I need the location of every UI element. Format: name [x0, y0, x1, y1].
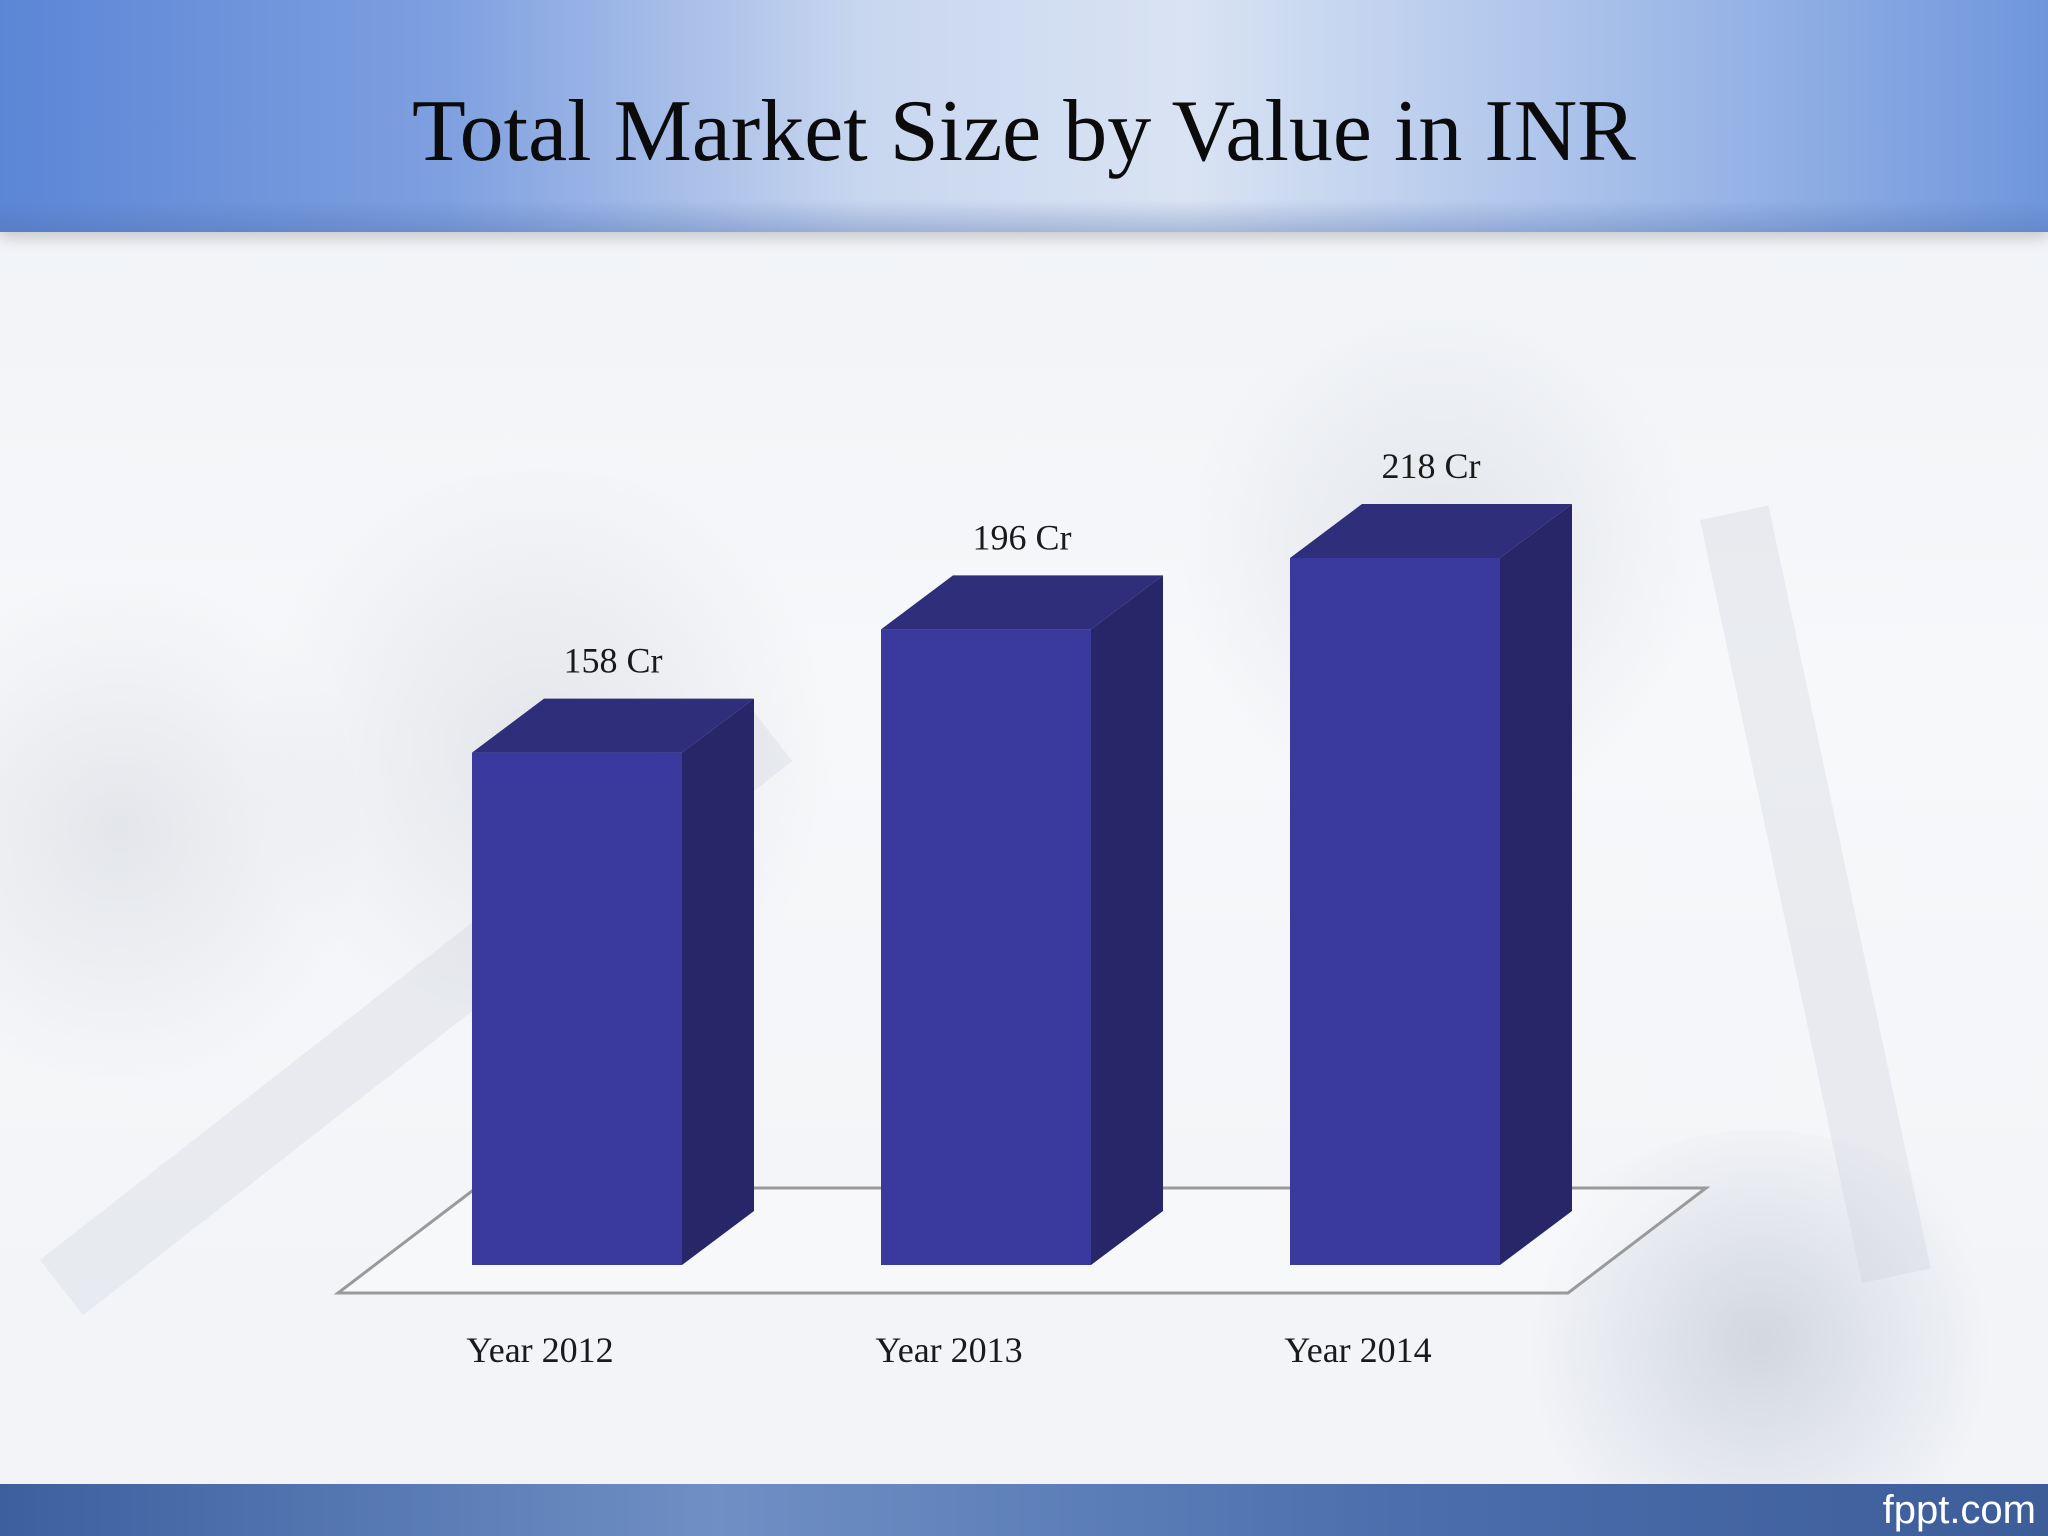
- bar-3: [1290, 504, 1572, 1265]
- data-label: 196 Cr: [973, 517, 1072, 557]
- data-label: 158 Cr: [564, 641, 663, 681]
- bar-front: [1290, 558, 1500, 1265]
- bar-2: [881, 575, 1163, 1265]
- bar-side: [682, 698, 754, 1265]
- bar-front: [472, 752, 682, 1265]
- category-label: Year 2014: [1284, 1330, 1431, 1370]
- chart-labels: 158 Cr Year 2012 196 Cr Year 2013 218 Cr Year…: [466, 446, 1480, 1370]
- data-label: 218 Cr: [1382, 446, 1481, 486]
- background-shape: [1500, 1130, 2020, 1536]
- bar-top: [881, 575, 1163, 630]
- slide-title: Total Market Size by Value in INR: [412, 83, 1636, 180]
- bar-1: [472, 698, 754, 1265]
- footer-band: [0, 1484, 2048, 1536]
- category-label: Year 2013: [875, 1330, 1022, 1370]
- bar-front: [881, 629, 1091, 1265]
- bar-top: [1290, 504, 1572, 558]
- header-shadow: [0, 200, 2048, 232]
- bar-side: [1091, 575, 1163, 1265]
- header-band: [0, 0, 2048, 232]
- bar-side: [1500, 504, 1572, 1265]
- footer-credit: fppt.com: [1882, 1488, 2036, 1532]
- chart-bars: [472, 504, 1572, 1265]
- bar-top: [472, 698, 754, 753]
- category-label: Year 2012: [466, 1330, 613, 1370]
